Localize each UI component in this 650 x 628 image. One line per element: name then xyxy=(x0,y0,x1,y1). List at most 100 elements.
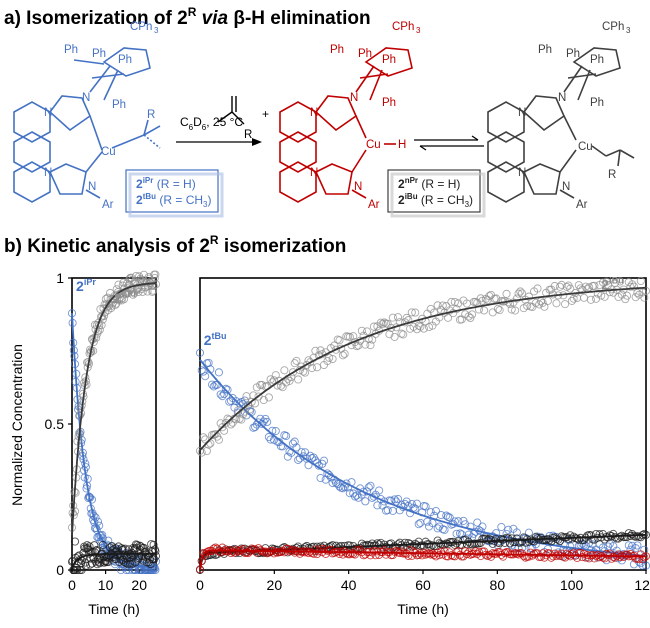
data-point xyxy=(416,518,425,527)
data-point xyxy=(73,437,82,446)
box-right-line2: 2iBu (R = CH3) xyxy=(398,192,473,209)
svg-text:3: 3 xyxy=(626,26,631,35)
data-point xyxy=(325,353,334,362)
data-point xyxy=(319,456,329,465)
data-point xyxy=(359,487,368,496)
data-point xyxy=(414,520,423,529)
data-point xyxy=(237,415,246,424)
data-point xyxy=(543,296,552,305)
data-point xyxy=(109,545,118,554)
data-point xyxy=(340,349,349,358)
data-point xyxy=(635,554,644,563)
data-point xyxy=(626,282,635,291)
data-point xyxy=(307,363,316,373)
data-point xyxy=(118,294,127,303)
data-point xyxy=(352,545,361,554)
data-point xyxy=(239,410,248,419)
box-left-line1: 2iPr (R = H) xyxy=(136,176,196,191)
data-point xyxy=(366,481,375,490)
data-point xyxy=(114,280,123,289)
data-point xyxy=(362,327,372,336)
data-point xyxy=(407,308,416,317)
plus-sign: + xyxy=(262,107,269,121)
data-point xyxy=(338,351,347,360)
x-axis-label: Time (h) xyxy=(88,601,140,617)
data-point xyxy=(474,548,484,557)
data-point xyxy=(294,455,303,464)
svg-text:R: R xyxy=(608,169,616,181)
data-point xyxy=(378,319,387,328)
data-point xyxy=(132,271,141,281)
data-point xyxy=(516,287,525,296)
data-point xyxy=(357,326,366,335)
structure-2r-gray-labels: Ph Ph CPh 3 Ph Ph N N N N Cu R Ar xyxy=(518,21,631,211)
data-point xyxy=(278,383,287,392)
svg-text:N: N xyxy=(354,181,362,193)
data-point xyxy=(393,313,403,322)
data-point xyxy=(538,298,547,307)
data-point xyxy=(263,417,272,427)
data-point xyxy=(640,529,649,539)
data-point xyxy=(597,291,606,300)
svg-text:CPh: CPh xyxy=(130,21,152,33)
svg-text:Ph: Ph xyxy=(590,97,604,109)
panel-a-title: a) Isomerization of 2R via β-H eliminati… xyxy=(4,5,371,29)
svg-text:N: N xyxy=(558,92,566,104)
data-point xyxy=(581,553,590,562)
data-point xyxy=(81,558,90,567)
data-point xyxy=(524,552,533,561)
data-point xyxy=(431,506,440,516)
plot-frame xyxy=(71,277,157,571)
data-point xyxy=(485,291,494,301)
data-point xyxy=(131,558,140,567)
structure-cuh-red-labels: Ph Ph CPh 3 Ph Ph N N N N Cu H Ar xyxy=(310,21,421,211)
data-point xyxy=(555,282,564,291)
x-tick-label: 80 xyxy=(490,577,506,593)
svg-text:H: H xyxy=(398,139,406,151)
data-point xyxy=(316,346,325,355)
data-point xyxy=(285,376,294,385)
data-point xyxy=(473,518,482,527)
box-right-line1: 2nPr (R = H) xyxy=(398,176,460,191)
data-point xyxy=(199,367,208,376)
data-point xyxy=(214,368,223,377)
data-point xyxy=(540,302,549,311)
data-point xyxy=(226,420,236,429)
data-point xyxy=(629,282,638,291)
data-point xyxy=(145,274,154,283)
data-point xyxy=(452,529,461,538)
x-tick-label: 100 xyxy=(560,577,584,593)
data-point xyxy=(533,284,542,293)
data-point xyxy=(232,415,241,424)
data-point xyxy=(354,547,363,556)
svg-text:R: R xyxy=(147,109,155,121)
data-point xyxy=(569,294,578,303)
data-point xyxy=(151,547,160,556)
y-axis-label: Normalized Concentration xyxy=(9,344,25,506)
box-left: 2iPr (R = H) 2tBu (R = CH3) xyxy=(125,169,224,218)
data-point xyxy=(201,372,210,381)
data-point xyxy=(423,517,432,526)
svg-text:N: N xyxy=(44,167,52,179)
equilibrium-arrows xyxy=(414,135,484,151)
data-point xyxy=(271,426,280,436)
structure-2r-blue xyxy=(13,47,161,203)
svg-text:N: N xyxy=(82,92,90,104)
svg-text:N: N xyxy=(44,107,52,119)
data-point xyxy=(454,517,463,526)
data-point xyxy=(328,354,337,364)
data-point xyxy=(345,332,354,341)
data-point xyxy=(504,525,513,534)
data-point xyxy=(73,565,82,575)
data-point xyxy=(595,553,604,562)
data-point xyxy=(132,540,141,549)
data-point xyxy=(633,541,642,550)
data-point xyxy=(566,284,575,293)
series-label: 2iBu xyxy=(601,276,623,293)
data-point xyxy=(624,541,633,550)
svg-text:Ph: Ph xyxy=(118,54,132,66)
data-point xyxy=(454,299,463,308)
data-point xyxy=(598,278,607,287)
data-point xyxy=(523,301,532,310)
